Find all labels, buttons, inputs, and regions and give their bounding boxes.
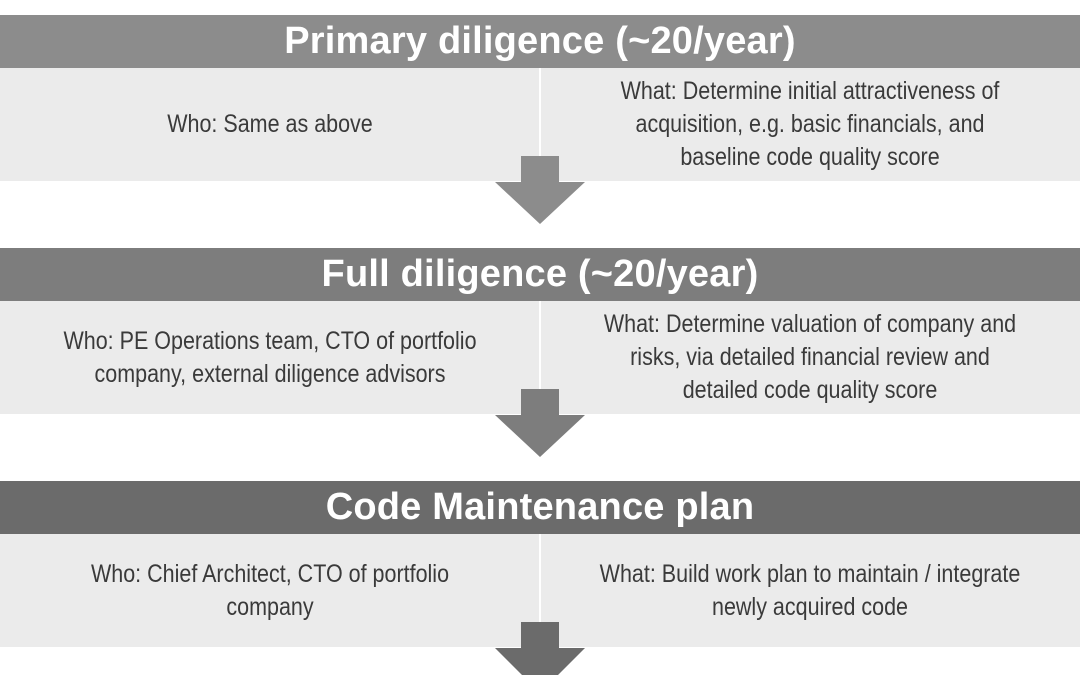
column-divider [539,534,541,647]
stage-title: Full diligence (~20/year) [321,253,759,295]
stage-what: What: Determine valuation of company and… [603,310,1017,404]
stage-what: What: Build work plan to maintain / inte… [599,559,1021,621]
stage-who: Who: Chief Architect, CTO of portfolio c… [90,559,450,621]
stage-what: What: Determine initial attractiveness o… [620,77,1000,171]
stage-title: Code Maintenance plan [325,486,755,528]
stage-title: Primary diligence (~20/year) [284,20,796,62]
column-divider [539,68,541,181]
down-arrow-icon [495,156,585,224]
stage-who: Who: Same as above [167,110,373,138]
stage-who: Who: PE Operations team, CTO of portfoli… [63,326,477,388]
stage-header-full-diligence: Full diligence (~20/year) [0,248,1080,301]
column-divider [539,301,541,414]
down-arrow-icon [495,622,585,675]
stage-header-code-maintenance-plan: Code Maintenance plan [0,481,1080,534]
stage-header-primary-diligence: Primary diligence (~20/year) [0,15,1080,68]
down-arrow-icon [495,389,585,457]
